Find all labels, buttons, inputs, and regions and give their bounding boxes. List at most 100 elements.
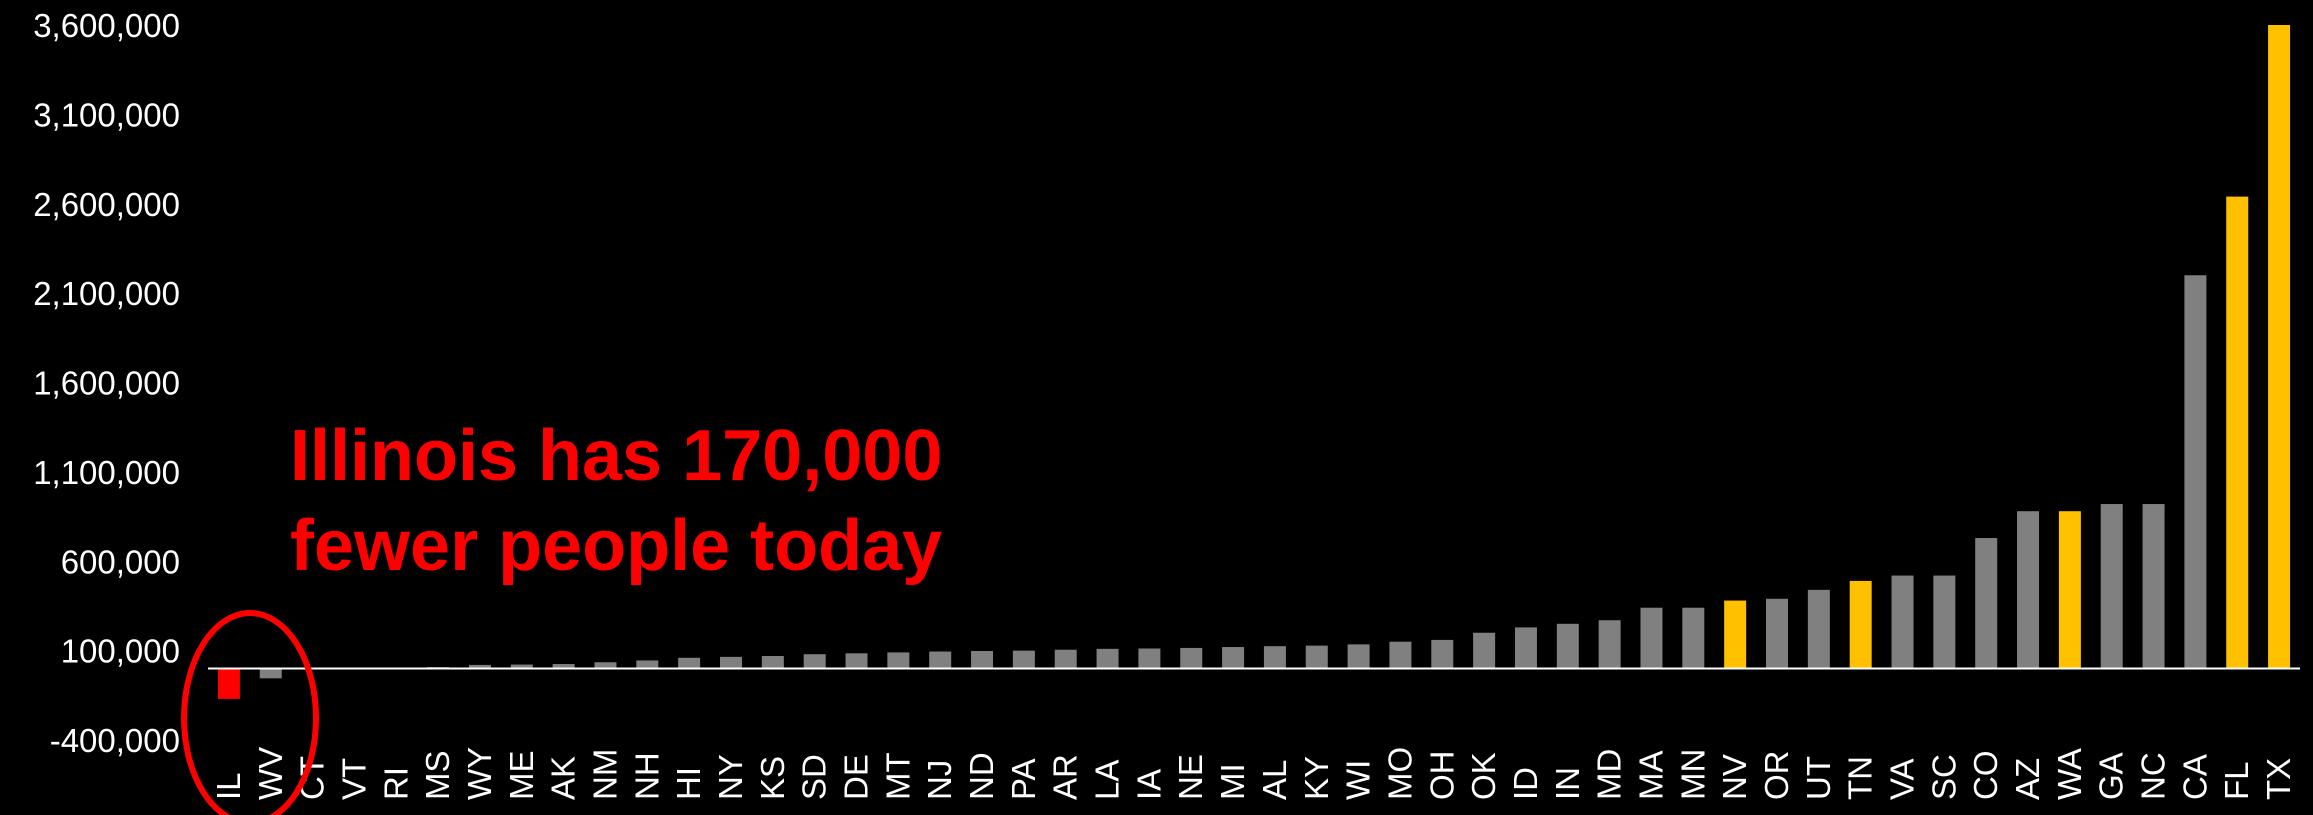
bar-va (1891, 575, 1914, 669)
bar-wa (2058, 511, 2081, 669)
bars (217, 25, 2291, 699)
bar-mi (1222, 647, 1245, 669)
x-tick-label: CA (2176, 754, 2213, 800)
x-axis-labels: IL WV CT VT RI MS WY ME AK NM NH HI NY KS SD DE MT NJ ND PA… (210, 747, 2297, 800)
x-tick-label: ND (963, 752, 1000, 800)
x-tick-label: NM (586, 749, 623, 800)
bar-ut (1807, 589, 1830, 669)
bar-ok (1473, 632, 1496, 669)
bar-nj (929, 651, 952, 669)
bar-hi (678, 657, 701, 669)
x-tick-label: AL (1256, 760, 1293, 800)
bar-ny (720, 656, 742, 669)
bar-sc (1933, 575, 1956, 669)
x-tick-label: NH (628, 752, 665, 800)
x-tick-label: IN (1549, 767, 1586, 800)
bar-mt (887, 652, 910, 669)
y-tick-label: 100,000 (61, 633, 180, 670)
x-tick-label: KY (1298, 756, 1335, 800)
x-tick-label: VA (1884, 758, 1921, 800)
x-tick-label: PA (1005, 758, 1042, 800)
bar-oh (1431, 639, 1454, 669)
x-tick-label: RI (377, 767, 414, 800)
x-tick-label: ID (1507, 767, 1544, 800)
x-tick-label: FL (2218, 761, 2255, 800)
x-tick-label: VT (335, 758, 372, 800)
x-tick-label: MS (419, 751, 456, 801)
x-tick-label: UT (1800, 756, 1837, 800)
x-tick-label: CO (1967, 751, 2004, 801)
bar-nd (971, 650, 994, 669)
x-tick-label: AZ (2009, 758, 2046, 800)
bar-id (1514, 627, 1537, 669)
x-tick-label: HI (670, 767, 707, 800)
bar-ca (2184, 275, 2207, 669)
y-tick-label: 2,600,000 (33, 186, 180, 223)
y-axis-ticks: 3,600,000 3,100,000 2,600,000 2,100,000 1,60… (33, 7, 180, 759)
x-tick-label: MT (879, 752, 916, 800)
annotation-line-2: fewer people today (290, 506, 942, 586)
bar-me (510, 664, 533, 669)
x-tick-label: KS (754, 756, 791, 800)
bar-ne (1180, 647, 1203, 669)
bar-wv (259, 668, 282, 679)
bar-in (1556, 623, 1579, 669)
y-tick-label: 2,100,000 (33, 275, 180, 312)
bar-nm (594, 662, 617, 669)
bar-nh (636, 660, 659, 669)
bar-nc (2142, 504, 2165, 669)
bar-pa (1012, 650, 1035, 669)
bar-ks (761, 655, 784, 669)
x-tick-label: MN (1674, 749, 1711, 800)
x-tick-label: ME (503, 751, 540, 801)
x-tick-label: OK (1465, 752, 1502, 800)
bar-ar (1054, 649, 1077, 669)
x-tick-label: NJ (921, 760, 958, 800)
bar-az (2017, 511, 2040, 669)
bar-or (1766, 598, 1788, 669)
x-tick-label: NY (712, 754, 749, 800)
x-tick-label: AK (545, 756, 582, 800)
y-tick-label: -400,000 (50, 722, 180, 759)
x-tick-label: SC (1925, 754, 1962, 800)
x-tick-label: OH (1423, 751, 1460, 801)
y-tick-label: 600,000 (61, 543, 180, 580)
x-tick-label: WY (461, 747, 498, 800)
x-tick-label: SD (796, 754, 833, 800)
x-tick-label: WV (252, 747, 289, 800)
x-tick-label: WI (1340, 760, 1377, 800)
bar-wy (468, 664, 491, 669)
bar-md (1598, 620, 1621, 669)
bar-ia (1138, 648, 1161, 669)
bar-ga (2100, 504, 2123, 669)
bar-la (1096, 648, 1119, 669)
bar-de (845, 653, 868, 669)
bar-fl (2226, 196, 2249, 669)
bar-tx (2268, 25, 2291, 669)
annotation-line-1: Illinois has 170,000 (290, 416, 942, 496)
highlight-circle (181, 610, 319, 815)
x-tick-label: MD (1591, 749, 1628, 800)
y-tick-label: 3,100,000 (33, 96, 180, 133)
x-tick-label: TX (2260, 758, 2297, 800)
x-tick-label: NC (2135, 752, 2172, 800)
bar-wi (1347, 644, 1370, 669)
x-tick-label: MO (1381, 747, 1418, 800)
bar-al (1263, 646, 1286, 669)
x-tick-label: DE (838, 754, 875, 800)
bar-mo (1389, 641, 1412, 669)
x-tick-label: WA (2051, 748, 2088, 800)
bar-tn (1849, 580, 1872, 669)
x-tick-label: GA (2093, 752, 2130, 800)
y-tick-label: 1,600,000 (33, 365, 180, 402)
bar-ky (1305, 645, 1328, 669)
bar-ma (1640, 607, 1663, 669)
x-tick-label: NV (1716, 754, 1753, 800)
x-tick-label: LA (1089, 760, 1126, 800)
bar-il (217, 668, 240, 699)
x-tick-label: IA (1130, 769, 1167, 800)
x-tick-label: OR (1758, 751, 1795, 801)
bar-nv (1724, 600, 1747, 669)
x-tick-label: TN (1842, 756, 1879, 800)
